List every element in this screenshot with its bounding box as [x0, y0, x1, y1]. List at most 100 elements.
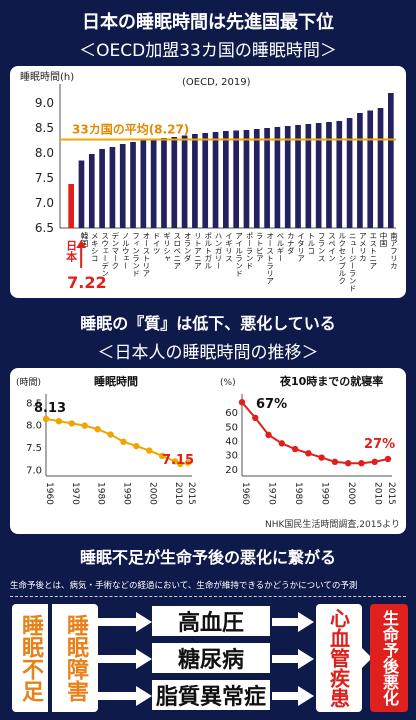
line-start-label: 8.13: [34, 401, 66, 416]
japan-value-label: 7.22: [67, 273, 106, 292]
line-ytick: 7.0: [26, 465, 42, 476]
bar-category-label: オーストラリア: [266, 232, 275, 285]
line-point: [184, 459, 192, 466]
bar: [346, 118, 353, 228]
arrowhead-right-1: [298, 612, 314, 632]
bar-category-label: ラトビア: [255, 232, 264, 262]
line-point: [331, 458, 339, 466]
line-point: [265, 431, 272, 439]
bar: [181, 135, 188, 228]
dyslipidemia-box: 脂質異常症: [152, 680, 270, 710]
hypertension-box: 高血圧: [152, 606, 270, 636]
bar: [377, 108, 384, 228]
bar-category-label: スロベニア: [173, 232, 182, 270]
line-xtick: 1980: [293, 482, 303, 505]
line-point: [371, 458, 378, 466]
line-point: [158, 452, 166, 460]
arrowhead-left-2: [136, 649, 152, 669]
section2-title: 睡眠の『質』は低下、悪化している: [80, 314, 336, 333]
bar-category-label: 南アフリカ: [389, 231, 398, 270]
bar-ytick: 7.5: [35, 171, 54, 185]
definition-text: 生命予後とは、病気・手術などの経過において、生命が維持できるかどうかについての予…: [10, 581, 358, 591]
bar-category-label: ハンガリー: [214, 232, 223, 270]
line-point: [291, 445, 299, 453]
line-point: [81, 422, 88, 429]
japan-label: 日本: [65, 240, 78, 263]
arrow-right-3: [272, 692, 300, 700]
bar-category-label: デンマーク: [111, 231, 120, 270]
divider: [10, 596, 406, 597]
bar-category-label: オーストリア: [142, 232, 151, 277]
bar-category-label: アメリカ: [358, 232, 367, 262]
bar: [88, 154, 95, 228]
line-charts-card: (時間) 睡眠時間 8.5 8.0 7.5 7.0 1960 1970 1980 1990 2000…: [10, 368, 406, 534]
bar-category-label: ギリシャ: [162, 232, 171, 262]
line-ytick: 8.5: [26, 398, 42, 409]
bar-category-label: フィンランド: [132, 232, 141, 277]
line-xtick: 2000: [147, 482, 157, 505]
bar-chart-card: 睡眠時間(h) (OECD, 2019) 9.0 8.5 8.0 7.5 7.0 6.5 韓国メ…: [10, 66, 406, 298]
bar-category-label: カナダ: [286, 232, 295, 255]
arrow-left-1: [98, 618, 138, 626]
bar: [367, 110, 374, 228]
bar-category-label: メキシコ: [90, 232, 99, 262]
line-xtick: 1990: [320, 482, 330, 505]
bar-ytick: 7.0: [35, 196, 54, 210]
chart1-subtitle: ＜OECD加盟33カ国の睡眠時間＞: [79, 41, 337, 61]
line-xtick: 2015: [186, 482, 196, 505]
bar: [253, 129, 260, 228]
arrow-right-2: [272, 655, 300, 663]
bar-category-label: ノルウェー: [121, 232, 130, 270]
line-xtick: 1960: [240, 482, 250, 505]
arrows-right: [272, 612, 314, 706]
line-xtick: 1960: [44, 482, 54, 505]
line-ytick: 30: [225, 451, 238, 462]
sleep-disorder-box: 睡眠障害: [52, 604, 98, 712]
average-label: 33カ国の平均(8.27): [72, 122, 189, 137]
bar-category-label: アイルランド: [234, 232, 243, 277]
line-point: [358, 460, 365, 467]
bar-category-label: ドイツ: [152, 232, 161, 255]
bar-ytick: 8.0: [35, 146, 54, 160]
bar-category-label: エストニア: [369, 232, 378, 270]
bar-category-label: リトアニア: [193, 232, 202, 270]
line-title: 夜10時までの就寝率: [279, 374, 383, 388]
line-point: [252, 414, 259, 422]
section2-subtitle: ＜日本人の睡眠時間の推移＞: [97, 343, 319, 363]
bar-category-label: スペイン: [327, 232, 336, 262]
line-point: [384, 455, 392, 463]
source-note: NHK国民生活時間調査,2015より: [265, 520, 400, 530]
bar: [150, 139, 157, 228]
line-point: [42, 415, 50, 423]
arrowhead-left-1: [136, 612, 152, 632]
page-title: 日本の睡眠時間は先進国最下位: [82, 12, 334, 33]
bar: [161, 138, 167, 228]
prognosis-worsening-box: 生命予後悪化: [370, 604, 408, 712]
bar: [130, 142, 136, 228]
line-ylabel: (%): [220, 378, 236, 388]
bar-category-label: ポーランド: [245, 232, 254, 270]
bar-ytick: 6.5: [35, 221, 54, 235]
line-title: 睡眠時間: [94, 374, 138, 388]
line-end-label: 7.15: [162, 453, 194, 468]
line-point: [120, 438, 127, 445]
line-point: [68, 420, 76, 427]
line-point: [238, 399, 246, 406]
line-xtick: 1970: [70, 482, 80, 505]
bar-chart: 睡眠時間(h) (OECD, 2019) 9.0 8.5 8.0 7.5 7.0 6.5 韓国メ…: [20, 70, 398, 292]
bar: [336, 121, 343, 228]
arrow-left-2: [98, 655, 138, 663]
bar-category-label: トルコ: [307, 232, 316, 255]
arrow-left-3: [98, 692, 138, 700]
line-point: [344, 460, 352, 467]
line-xtick: 2010: [173, 482, 183, 505]
line-point: [107, 431, 114, 438]
sleep-deprivation-box: 睡眠不足: [12, 604, 48, 712]
bar: [202, 133, 209, 228]
line-point: [146, 447, 153, 454]
bar: [295, 125, 301, 228]
bar-category-label: イタリア: [297, 232, 306, 262]
bar: [99, 149, 105, 228]
line-point: [177, 460, 184, 468]
